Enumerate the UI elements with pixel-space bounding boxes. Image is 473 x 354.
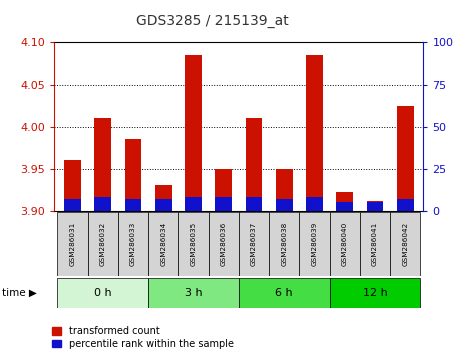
- Bar: [155, 185, 172, 211]
- Bar: [215, 169, 232, 211]
- Text: GSM286037: GSM286037: [251, 222, 257, 266]
- Text: GSM286034: GSM286034: [160, 222, 166, 266]
- Bar: [245, 118, 263, 211]
- Bar: [276, 199, 292, 211]
- Bar: [148, 212, 178, 276]
- Bar: [125, 139, 141, 211]
- Bar: [299, 212, 330, 276]
- Bar: [88, 212, 118, 276]
- Bar: [276, 169, 292, 211]
- Text: GSM286031: GSM286031: [70, 222, 76, 266]
- Bar: [397, 199, 413, 211]
- Bar: [215, 197, 232, 211]
- Bar: [390, 212, 420, 276]
- Bar: [330, 278, 420, 308]
- Bar: [239, 212, 269, 276]
- Bar: [95, 197, 111, 211]
- Bar: [336, 202, 353, 211]
- Bar: [185, 197, 202, 211]
- Bar: [360, 212, 390, 276]
- Bar: [306, 55, 323, 211]
- Bar: [125, 199, 141, 211]
- Bar: [57, 278, 148, 308]
- Bar: [148, 278, 239, 308]
- Bar: [209, 212, 239, 276]
- Text: 3 h: 3 h: [184, 288, 202, 298]
- Bar: [178, 212, 209, 276]
- Bar: [245, 197, 263, 211]
- Text: GSM286040: GSM286040: [342, 222, 348, 266]
- Bar: [95, 118, 111, 211]
- Text: GSM286036: GSM286036: [221, 222, 227, 266]
- Text: 6 h: 6 h: [275, 288, 293, 298]
- Text: GSM286032: GSM286032: [100, 222, 106, 266]
- Text: GSM286035: GSM286035: [191, 222, 196, 266]
- Bar: [330, 212, 360, 276]
- Legend: transformed count, percentile rank within the sample: transformed count, percentile rank withi…: [52, 326, 234, 349]
- Bar: [185, 55, 202, 211]
- Text: GSM286039: GSM286039: [311, 222, 317, 266]
- Bar: [269, 212, 299, 276]
- Text: GSM286041: GSM286041: [372, 222, 378, 266]
- Bar: [397, 105, 413, 211]
- Bar: [118, 212, 148, 276]
- Text: GSM286033: GSM286033: [130, 222, 136, 266]
- Text: GSM286038: GSM286038: [281, 222, 287, 266]
- Bar: [336, 192, 353, 211]
- Bar: [367, 202, 383, 211]
- Text: time ▶: time ▶: [2, 288, 37, 298]
- Bar: [239, 278, 330, 308]
- Text: 0 h: 0 h: [94, 288, 112, 298]
- Text: 12 h: 12 h: [363, 288, 387, 298]
- Bar: [57, 212, 88, 276]
- Bar: [367, 201, 383, 211]
- Bar: [64, 160, 81, 211]
- Text: GDS3285 / 215139_at: GDS3285 / 215139_at: [137, 14, 289, 28]
- Bar: [306, 197, 323, 211]
- Text: GSM286042: GSM286042: [402, 222, 408, 266]
- Bar: [64, 199, 81, 211]
- Bar: [155, 199, 172, 211]
